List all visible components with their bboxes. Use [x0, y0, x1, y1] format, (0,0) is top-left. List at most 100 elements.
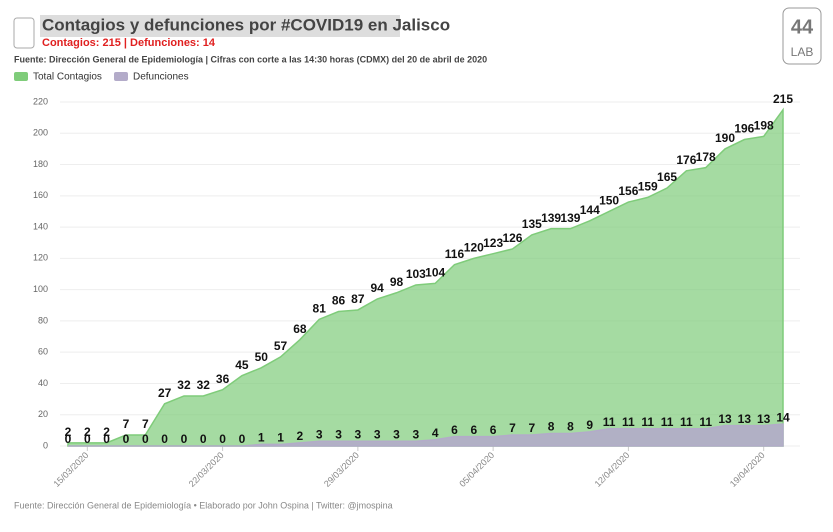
data-label: 0 — [142, 432, 149, 446]
data-label: 94 — [371, 281, 385, 295]
data-label: 120 — [464, 241, 484, 255]
data-label: 3 — [412, 427, 419, 441]
data-label: 139 — [560, 211, 580, 225]
data-label: 190 — [715, 131, 735, 145]
y-tick-label: 160 — [33, 190, 48, 200]
data-label: 86 — [332, 294, 346, 308]
y-tick-label: 40 — [38, 378, 48, 388]
area — [67, 107, 784, 447]
data-label: 104 — [425, 266, 445, 280]
x-tick-label: 19/04/2020 — [728, 450, 767, 489]
data-label: 0 — [219, 432, 226, 446]
data-label: 123 — [483, 236, 503, 250]
data-label: 116 — [445, 247, 465, 261]
data-label: 3 — [393, 427, 400, 441]
chart-title: Contagios y defunciones por #COVID19 en … — [42, 15, 450, 34]
data-label: 2 — [297, 429, 304, 443]
data-label: 11 — [680, 415, 693, 429]
data-label: 45 — [235, 358, 249, 372]
data-label: 7 — [142, 417, 149, 431]
x-tick-label: 05/04/2020 — [457, 450, 496, 489]
data-label: 7 — [509, 421, 516, 435]
data-label: 196 — [734, 122, 754, 136]
data-label: 176 — [676, 153, 696, 167]
data-label: 6 — [451, 423, 458, 437]
y-tick-label: 80 — [38, 315, 48, 325]
data-label: 11 — [661, 415, 674, 429]
data-label: 3 — [374, 427, 381, 441]
data-label: 103 — [406, 267, 426, 281]
x-tick-label: 12/04/2020 — [593, 450, 632, 489]
data-label: 57 — [274, 339, 288, 353]
data-label: 178 — [696, 150, 716, 164]
data-label: 13 — [738, 412, 752, 426]
title-bg — [40, 15, 400, 37]
data-label: 0 — [65, 432, 72, 446]
data-label: 2 — [103, 425, 110, 439]
x-tick-label: 29/03/2020 — [322, 450, 361, 489]
data-label: 11 — [699, 415, 712, 429]
data-label: 0 — [84, 432, 91, 446]
data-label: 27 — [158, 386, 172, 400]
data-label: 13 — [757, 412, 771, 426]
data-label: 14 — [776, 410, 790, 424]
data-label: 159 — [638, 180, 658, 194]
data-label: 198 — [754, 119, 774, 133]
data-label: 32 — [197, 378, 211, 392]
data-label: 126 — [502, 231, 522, 245]
data-label: 11 — [622, 415, 635, 429]
data-label: 139 — [541, 211, 561, 225]
y-tick-label: 180 — [33, 159, 48, 169]
data-label: 2 — [65, 425, 72, 439]
data-label: 165 — [657, 170, 677, 184]
data-label: 50 — [255, 350, 269, 364]
source: Fuente: Dirección General de Epidemiolog… — [14, 54, 487, 64]
legend-swatch — [114, 72, 128, 81]
data-label: 81 — [313, 302, 327, 316]
data-label: 1 — [258, 431, 265, 445]
data-label: 3 — [316, 427, 323, 441]
data-label: 150 — [599, 194, 619, 208]
data-label: 7 — [123, 417, 130, 431]
data-label: 98 — [390, 275, 404, 289]
data-label: 156 — [618, 184, 638, 198]
y-tick-label: 60 — [38, 347, 48, 357]
data-label: 0 — [200, 432, 207, 446]
y-tick-label: 0 — [43, 440, 48, 450]
data-label: 215 — [773, 92, 793, 106]
y-tick-label: 220 — [33, 96, 48, 106]
data-label: 1 — [277, 431, 284, 445]
y-tick-label: 120 — [33, 253, 48, 263]
data-label: 8 — [548, 420, 555, 434]
data-label: 87 — [351, 292, 365, 306]
data-label: 135 — [522, 217, 542, 231]
data-label: 2 — [84, 425, 91, 439]
data-label: 11 — [603, 415, 616, 429]
data-label: 3 — [335, 427, 342, 441]
data-label: 8 — [567, 420, 574, 434]
data-label: 9 — [586, 418, 593, 432]
legend-label: Defunciones — [133, 72, 189, 83]
area — [68, 423, 784, 447]
data-label: 0 — [103, 432, 110, 446]
data-label: 6 — [490, 423, 497, 437]
data-label: 0 — [181, 432, 188, 446]
y-tick-label: 20 — [38, 409, 48, 419]
legend-swatch — [14, 72, 28, 81]
data-label: 68 — [293, 322, 307, 336]
data-label: 0 — [123, 432, 130, 446]
data-label: 13 — [718, 412, 732, 426]
data-label: 7 — [528, 421, 535, 435]
y-tick-label: 200 — [33, 128, 48, 138]
footer: Fuente: Dirección General de Epidemiolog… — [14, 500, 393, 510]
data-label: 0 — [239, 432, 246, 446]
logo-box — [782, 7, 822, 65]
data-label: 6 — [470, 423, 477, 437]
data-label: 36 — [216, 372, 230, 386]
logo-small — [13, 17, 35, 49]
data-label: 144 — [580, 203, 600, 217]
logo-number: 44 — [791, 16, 814, 38]
x-tick-label: 15/03/2020 — [51, 450, 90, 489]
data-label: 32 — [177, 378, 191, 392]
